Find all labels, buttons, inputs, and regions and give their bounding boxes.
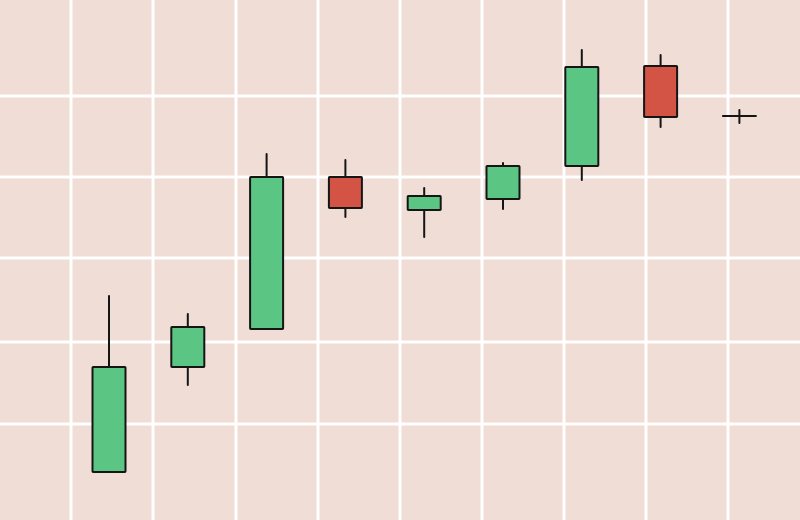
candle-4 [406,187,442,238]
candle-6 [564,49,600,181]
candle-body-7 [643,65,679,118]
candle-body-1 [170,326,206,368]
candle-1 [170,313,206,386]
candles [91,49,757,473]
candle-body-0 [91,366,127,473]
candle-7 [643,54,679,128]
candle-3 [327,159,363,218]
candle-body-4 [406,195,442,211]
candle-body-6 [564,66,600,167]
candle-5 [485,162,521,210]
candle-0 [91,295,127,473]
candle-body-5 [485,165,521,200]
candle-8 [721,109,757,124]
candle-body-2 [249,176,285,330]
candle-2 [249,153,285,330]
candle-body-3 [327,176,363,209]
